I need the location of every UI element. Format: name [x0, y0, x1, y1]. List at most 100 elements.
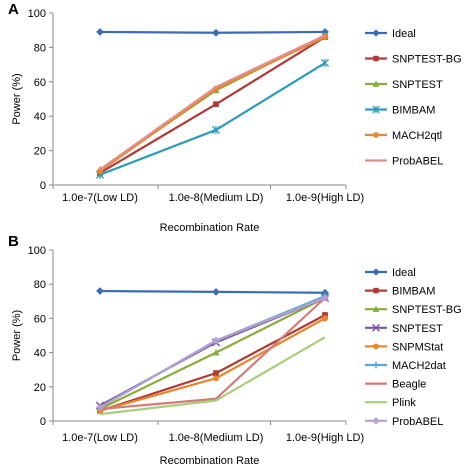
panel-a-y-tick-label: 100 [28, 8, 46, 20]
panel-a-legend-label: Ideal [392, 28, 416, 40]
panel-b-series-probabel [96, 293, 329, 412]
panel-b-legend-label: SNPMStat [392, 341, 443, 353]
panel-b-point-snpmstat [212, 375, 220, 382]
panel-b-legend-item-beagle: Beagle [365, 379, 426, 391]
panel-b-series-ideal [96, 287, 329, 297]
panel-a-legend-label: SNPTEST-BG [392, 54, 462, 66]
panel-b-legend-item-snptest-bg: SNPTEST-BG [365, 304, 462, 316]
panel-a-y-tick-label: 60 [34, 77, 46, 89]
panel-a-legend-label: MACH2qtl [392, 130, 442, 142]
panel-a-x-tick-label: 1.0e-7(Low LD) [62, 192, 138, 204]
panel-a-line-snptest-bg [99, 36, 326, 174]
panel-a-legend-item-mach2qtl: MACH2qtl [365, 130, 442, 142]
panel-b-y-tick-label: 20 [34, 382, 46, 394]
panel-a-y-axis-title: Power (%) [11, 73, 23, 124]
panel-b-point-snpmstat [321, 315, 329, 322]
panel-a-legend-item-ideal: Ideal [365, 28, 416, 40]
panel-b-legend-label: SNPTEST-BG [392, 304, 462, 316]
panel-b-legend-label: SNPTEST [392, 323, 443, 335]
panel-a-y-tick-label: 40 [34, 111, 46, 123]
panel-b-legend-label: ProbABEL [392, 416, 443, 428]
panel-b-point-bimbam [322, 312, 328, 318]
panel-b-point-bimbam [213, 370, 219, 376]
panel-a-y-tick-label: 0 [40, 180, 46, 192]
panel-b-x-axis-title: Recombination Rate [160, 455, 260, 467]
panel-b-y-tick-label: 0 [40, 416, 46, 428]
panel-a-line-snptest [99, 34, 326, 171]
panel-a-x-tick-label: 1.0e-8(Medium LD) [169, 192, 264, 204]
panel-a-legend-item-probabel: ProbABEL [365, 156, 443, 168]
panel-b-legend-marker [372, 268, 380, 276]
panel-b-y-axis-title: Power (%) [11, 310, 23, 361]
panel-b-legend-marker [373, 343, 379, 350]
panel-a-series-probabel [99, 34, 326, 171]
panel-b-series-beagle [99, 297, 326, 411]
panel-b-label: B [8, 233, 19, 250]
panel-b-legend-item-probabel: ProbABEL [365, 416, 443, 428]
panel-b-legend-label: MACH2dat [392, 360, 446, 372]
panel-b-legend-label: BIMBAM [392, 286, 435, 298]
panel-a-line-probabel [99, 34, 326, 171]
panel-b-line-mach2dat [99, 295, 326, 409]
panel-a-series-snptest-bg [97, 34, 328, 176]
panel-b-legend-label: Ideal [392, 267, 416, 279]
panel-a-legend-label: BIMBAM [392, 105, 435, 117]
panel-a-x-tick-label: 1.0e-9(High LD) [286, 192, 364, 204]
panel-a-point-snptest-bg [213, 101, 219, 108]
panel-a-label: A [8, 1, 19, 18]
panel-b-legend-marker [372, 323, 380, 332]
panel-b-legend-item-snptest: SNPTEST [365, 323, 443, 335]
panel-a-point-ideal [96, 27, 104, 36]
panel-b-legend-label: Beagle [392, 379, 426, 391]
panel-b-legend-marker [372, 417, 380, 425]
panel-b-point-ideal [96, 287, 104, 295]
panel-a-legend-marker [373, 55, 379, 62]
panel-a-y-tick-label: 20 [34, 146, 46, 158]
panel-b-legend-marker [373, 287, 379, 294]
panel-b-y-tick-label: 60 [34, 313, 46, 325]
panel-a-legend-marker [372, 80, 380, 87]
panel-b-legend-item-snpmstat: SNPMStat [365, 341, 443, 353]
panel-a-legend-label: SNPTEST [392, 79, 443, 91]
panel-a-y-tick-label: 80 [34, 42, 46, 54]
panel-b-legend-item-bimbam: BIMBAM [365, 286, 435, 298]
panel-b-line-plink [99, 336, 326, 416]
panel-b-point-ideal [212, 287, 220, 296]
panel-a-point-bimbam [320, 58, 330, 67]
panel-b-line-beagle [99, 297, 326, 411]
panel-a-legend-marker [372, 105, 380, 114]
panel-b-point-probabel [321, 293, 329, 302]
panel-b-series-plink [99, 336, 326, 416]
panel-b-legend-label: Plink [392, 397, 416, 409]
panel-a-legend-marker [373, 132, 379, 138]
panel-a-point-ideal [212, 28, 220, 37]
panel-b-legend-marker [372, 361, 380, 369]
panel-a-line-bimbam [99, 61, 326, 176]
panel-b-line-snptest-bg [99, 296, 326, 411]
panel-b-point-probabel [212, 336, 220, 345]
panel-a-x-axis-title: Recombination Rate [160, 222, 260, 234]
panel-b-legend-item-plink: Plink [365, 397, 416, 409]
panel-b-series-snptest [95, 293, 330, 410]
panel-a-point-bimbam [211, 125, 221, 135]
panel-a-legend-item-bimbam: BIMBAM [365, 105, 435, 117]
panel-a-series-bimbam [95, 58, 330, 179]
panel-b-chart: B 0 20 40 60 80 100 1.0e-7(Low LD) 1.0e-8(Medium… [8, 233, 462, 467]
panel-b-x-tick-label: 1.0e-7(Low LD) [62, 432, 138, 444]
panel-b-point-probabel [96, 403, 104, 412]
panel-b-y-tick-label: 40 [34, 348, 46, 360]
panel-b-y-tick-label: 100 [28, 245, 46, 257]
panel-a-legend-marker [372, 29, 380, 37]
panel-b-legend-item-ideal: Ideal [365, 267, 416, 279]
panel-a-chart: A 0 20 40 60 80 100 1.0e-7(Low LD) 1.0e-8(Medium… [8, 1, 462, 234]
panel-b-y-tick-label: 80 [34, 279, 46, 291]
panel-b-x-tick-label: 1.0e-9(High LD) [286, 432, 364, 444]
panel-b-x-tick-label: 1.0e-8(Medium LD) [169, 432, 264, 444]
panel-b-series-snptest-bg [96, 294, 329, 412]
panel-b-legend-marker [372, 305, 380, 312]
panel-a-legend-item-snptest-bg: SNPTEST-BG [365, 54, 462, 66]
panel-a-series-ideal [96, 27, 329, 37]
panel-a-legend-label: ProbABEL [392, 156, 443, 168]
panel-b-legend-item-mach2dat: MACH2dat [365, 360, 446, 372]
